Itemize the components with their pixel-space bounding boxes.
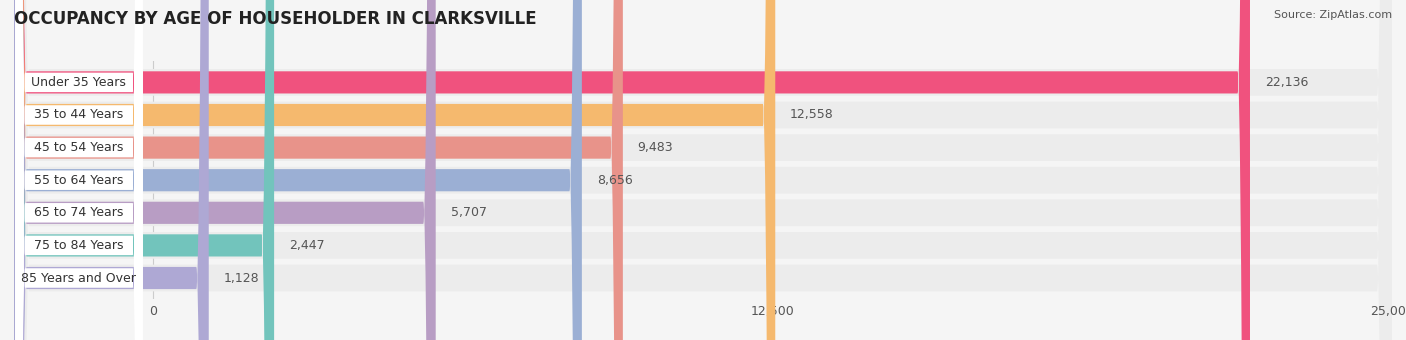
FancyBboxPatch shape [15,0,143,340]
FancyBboxPatch shape [14,0,582,340]
Text: Under 35 Years: Under 35 Years [31,76,127,89]
Text: 35 to 44 Years: 35 to 44 Years [34,108,124,121]
Text: 2,447: 2,447 [290,239,325,252]
Text: 12,558: 12,558 [790,108,834,121]
FancyBboxPatch shape [15,0,143,340]
Text: Source: ZipAtlas.com: Source: ZipAtlas.com [1274,10,1392,20]
FancyBboxPatch shape [14,0,1392,340]
FancyBboxPatch shape [15,0,143,340]
FancyBboxPatch shape [14,0,623,340]
Text: 8,656: 8,656 [596,174,633,187]
Text: 55 to 64 Years: 55 to 64 Years [34,174,124,187]
FancyBboxPatch shape [14,0,1392,340]
FancyBboxPatch shape [14,0,775,340]
FancyBboxPatch shape [14,0,1392,340]
FancyBboxPatch shape [15,0,143,340]
Text: 5,707: 5,707 [450,206,486,219]
FancyBboxPatch shape [14,0,1392,340]
Text: 75 to 84 Years: 75 to 84 Years [34,239,124,252]
Text: 65 to 74 Years: 65 to 74 Years [34,206,124,219]
Text: OCCUPANCY BY AGE OF HOUSEHOLDER IN CLARKSVILLE: OCCUPANCY BY AGE OF HOUSEHOLDER IN CLARK… [14,10,537,28]
FancyBboxPatch shape [14,0,274,340]
Text: 9,483: 9,483 [638,141,673,154]
FancyBboxPatch shape [15,0,143,340]
Text: 22,136: 22,136 [1265,76,1308,89]
Text: 45 to 54 Years: 45 to 54 Years [34,141,124,154]
FancyBboxPatch shape [14,0,1250,340]
FancyBboxPatch shape [14,0,1392,340]
FancyBboxPatch shape [14,0,436,340]
FancyBboxPatch shape [14,0,1392,340]
FancyBboxPatch shape [14,0,208,340]
FancyBboxPatch shape [14,0,1392,340]
FancyBboxPatch shape [15,0,143,340]
Text: 85 Years and Over: 85 Years and Over [21,272,136,285]
FancyBboxPatch shape [15,0,143,340]
Text: 1,128: 1,128 [224,272,259,285]
